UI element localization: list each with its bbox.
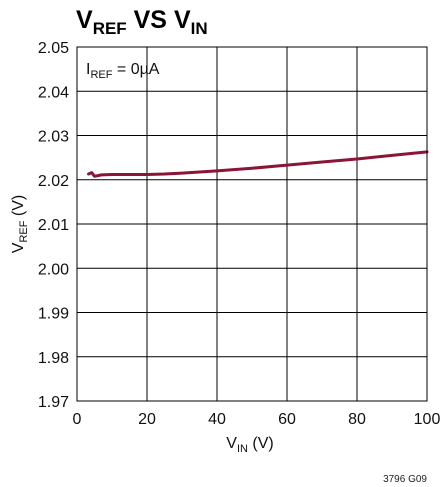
x-tick-label: 100: [414, 411, 441, 428]
series-line: [87, 150, 429, 178]
x-tick-label: 40: [208, 411, 226, 428]
y-tick-label: 1.98: [38, 350, 69, 367]
plot-annotation: IREF = 0µA: [86, 61, 160, 81]
chart-title: VREF VS VIN: [76, 6, 208, 38]
x-tick-label: 0: [73, 411, 82, 428]
figure-id: 3796 G09: [383, 474, 427, 485]
grid-lines: [77, 47, 427, 401]
x-tick-label: 60: [278, 411, 296, 428]
y-tick-label: 2.02: [38, 173, 69, 190]
y-tick-label: 2.05: [38, 40, 69, 57]
plot-frame: [76, 46, 428, 402]
y-tick-label: 2.01: [38, 217, 69, 234]
x-tick-label: 80: [348, 411, 366, 428]
y-tick-label: 2.04: [38, 84, 69, 101]
y-axis-label: VREF (V): [10, 195, 30, 253]
x-tick-labels: 0 20 40 60 80 100: [73, 411, 441, 428]
y-tick-labels: 1.97 1.98 1.99 2.00 2.01 2.02 2.03 2.04 2.05: [38, 40, 69, 411]
y-tick-label: 2.00: [38, 261, 69, 278]
y-tick-label: 2.03: [38, 129, 69, 146]
x-tick-label: 20: [138, 411, 156, 428]
x-axis-label: VIN (V): [226, 435, 273, 455]
y-tick-label: 1.99: [38, 306, 69, 323]
series-group: [87, 150, 429, 178]
y-tick-label: 1.97: [38, 394, 69, 411]
